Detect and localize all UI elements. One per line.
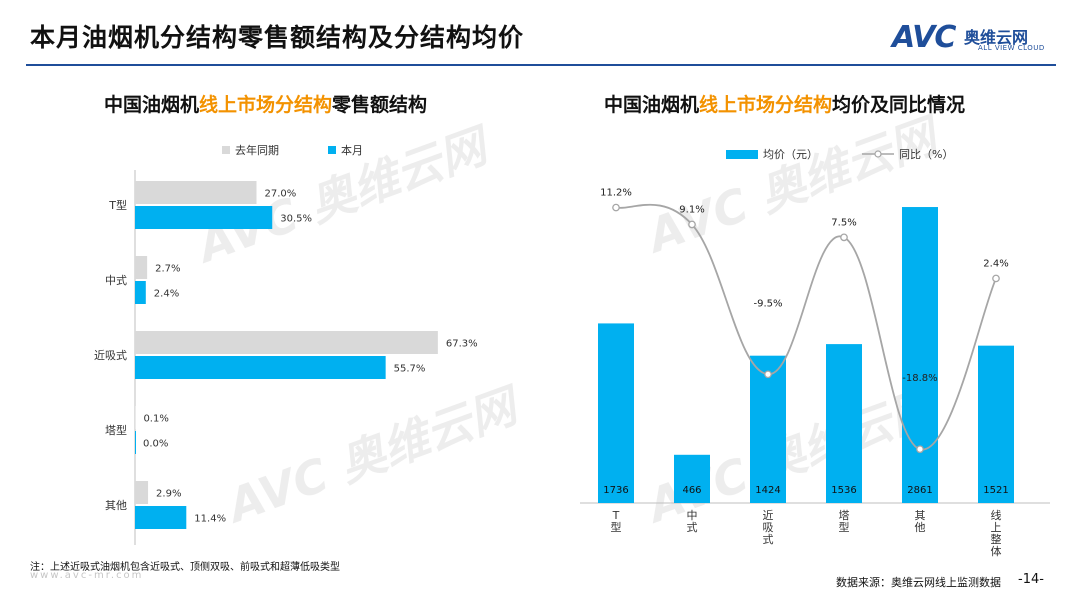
watermark-url: www.avc-mr.com bbox=[30, 570, 144, 581]
data-label: 27.0% bbox=[265, 189, 297, 200]
bar-this-month bbox=[135, 431, 136, 454]
yoy-point bbox=[612, 203, 620, 212]
category-label-char: 型 bbox=[839, 520, 850, 534]
legend-this-month: 本月 bbox=[328, 142, 363, 158]
bar-last-year bbox=[135, 481, 149, 504]
left-bar-chart: T型 27.0% 30.5% 中式 2.7% 2.4% 近吸式 67.3% 55.7% 塔型 0.1… bbox=[94, 170, 478, 545]
category-label-char: 式 bbox=[687, 521, 698, 534]
data-label: 2.7% bbox=[155, 264, 180, 275]
legend-yoy: 同比（%） bbox=[862, 146, 953, 162]
category-label-char: 体 bbox=[991, 544, 1002, 558]
category-label-char: 整 bbox=[991, 532, 1002, 546]
bar-avg-price bbox=[978, 345, 1014, 503]
logo-english: ALL VIEW CLOUD bbox=[978, 44, 1045, 52]
data-label: 67.3% bbox=[446, 339, 478, 350]
yoy-line bbox=[615, 203, 997, 451]
data-label: 2.9% bbox=[156, 489, 181, 500]
bar-avg-price bbox=[902, 207, 938, 503]
data-label: 0.0% bbox=[143, 439, 168, 450]
right-combo-chart: 1736T型466中式1424近吸式1536塔型2861其他1521线上整体11… bbox=[580, 188, 1050, 558]
yoy-value-label: 9.1% bbox=[679, 204, 704, 215]
bar-avg-price bbox=[750, 355, 786, 503]
legend-swatch-yoy bbox=[862, 150, 894, 158]
category-label-char: 其 bbox=[915, 509, 926, 522]
bar-value-label: 1736 bbox=[603, 485, 628, 496]
category-label-char: T bbox=[612, 509, 620, 522]
yoy-value-label: -18.8% bbox=[902, 373, 937, 384]
bar-avg-price bbox=[598, 323, 634, 503]
data-label: 2.4% bbox=[154, 289, 179, 300]
bar-avg-price bbox=[674, 454, 710, 503]
data-label: 0.1% bbox=[143, 414, 168, 425]
category-label: 塔型 bbox=[105, 423, 127, 437]
bar-value-label: 1424 bbox=[755, 485, 780, 496]
yoy-point bbox=[764, 370, 772, 379]
bar-value-label: 466 bbox=[682, 485, 701, 496]
data-label: 55.7% bbox=[394, 364, 426, 375]
bar-last-year bbox=[135, 331, 438, 354]
bar-avg-price bbox=[826, 344, 862, 503]
yoy-value-label: 11.2% bbox=[600, 188, 632, 199]
title-divider bbox=[26, 64, 1056, 66]
legend-last-year: 去年同期 bbox=[222, 142, 279, 158]
legend-swatch-last-year bbox=[222, 146, 230, 154]
bar-value-label: 1521 bbox=[983, 485, 1008, 496]
yoy-point bbox=[688, 220, 696, 229]
yoy-value-label: 2.4% bbox=[983, 258, 1008, 269]
bar-value-label: 2861 bbox=[907, 485, 932, 496]
logo-chinese: 奥维云网 bbox=[964, 28, 1029, 47]
bar-value-label: 1536 bbox=[831, 485, 856, 496]
category-label-char: 近 bbox=[763, 509, 774, 522]
left-chart-title: 中国油烟机线上市场分结构零售额结构 bbox=[104, 94, 428, 116]
page-title: 本月油烟机分结构零售额结构及分结构均价 bbox=[30, 23, 525, 52]
category-label-char: 线 bbox=[991, 508, 1002, 522]
avc-logo: AVC 奥维云网 ALL VIEW CLOUD bbox=[892, 20, 1057, 56]
category-label: 近吸式 bbox=[94, 349, 127, 362]
category-label-char: 塔 bbox=[839, 509, 850, 522]
category-label-char: 吸 bbox=[763, 521, 774, 534]
category-label: 其他 bbox=[105, 499, 127, 512]
bar-this-month bbox=[135, 281, 146, 304]
bar-last-year bbox=[135, 181, 257, 204]
right-chart-title: 中国油烟机线上市场分结构均价及同比情况 bbox=[604, 94, 966, 116]
legend-avg-price: 均价（元） bbox=[726, 146, 818, 162]
yoy-point bbox=[840, 233, 848, 242]
bar-this-month bbox=[135, 206, 273, 229]
data-label: 30.5% bbox=[280, 214, 312, 225]
logo-mark: AVC bbox=[892, 20, 956, 55]
bar-this-month bbox=[135, 506, 187, 529]
legend-swatch-avg-price bbox=[726, 149, 758, 159]
yoy-point bbox=[916, 445, 924, 454]
category-label: 中式 bbox=[105, 274, 127, 287]
footnote: 注：上述近吸式油烟机包含近吸式、顶侧双吸、前吸式和超薄低吸类型 bbox=[30, 562, 340, 573]
data-label: 11.4% bbox=[194, 514, 226, 525]
category-label: T型 bbox=[108, 198, 127, 212]
category-label-char: 他 bbox=[915, 521, 926, 534]
category-label-char: 式 bbox=[763, 533, 774, 546]
page-number: -14- bbox=[1018, 572, 1044, 587]
yoy-value-label: 7.5% bbox=[831, 217, 856, 228]
legend-swatch-this-month bbox=[328, 146, 336, 154]
category-label-char: 型 bbox=[611, 520, 622, 534]
data-source: 数据来源：奥维云网线上监测数据 bbox=[836, 576, 1001, 589]
category-label-char: 中 bbox=[687, 509, 698, 522]
bar-last-year bbox=[135, 256, 148, 279]
category-label-char: 上 bbox=[991, 521, 1002, 534]
yoy-point bbox=[992, 274, 1000, 283]
yoy-value-label: -9.5% bbox=[753, 298, 782, 309]
bar-this-month bbox=[135, 356, 386, 379]
